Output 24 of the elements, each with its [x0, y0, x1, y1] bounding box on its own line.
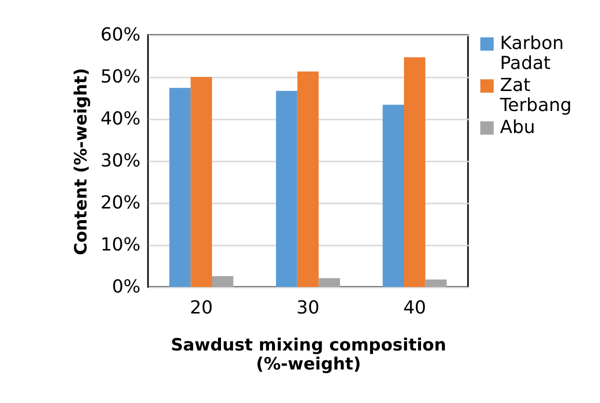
bar	[404, 57, 426, 287]
y-tick-label: 0%	[112, 276, 140, 298]
legend-label: Abu	[500, 117, 536, 138]
bar	[297, 72, 319, 287]
y-tick-label: 20%	[100, 192, 140, 214]
bar	[190, 77, 212, 287]
x-axis-title: Sawdust mixing composition (%-weight)	[170, 336, 446, 374]
bar	[169, 88, 191, 287]
y-tick-label: 10%	[100, 234, 140, 256]
legend-label: Zat Terbang	[499, 75, 572, 116]
x-tick-label: 20	[190, 298, 213, 318]
x-tick-label: 40	[403, 298, 426, 318]
y-axis-title: Content (%-weight)	[71, 68, 92, 256]
bar	[382, 104, 404, 287]
y-tick-label: 60%	[100, 24, 140, 46]
legend-label: Karbon Padat	[500, 33, 564, 74]
x-tick-label: 30	[296, 298, 320, 318]
y-tick-label: 40%	[100, 108, 140, 130]
bar	[276, 90, 298, 287]
bar	[318, 278, 340, 287]
bar	[425, 279, 447, 287]
y-tick-label: 30%	[100, 150, 140, 172]
bar	[212, 276, 234, 287]
y-tick-label: 50%	[100, 66, 140, 88]
